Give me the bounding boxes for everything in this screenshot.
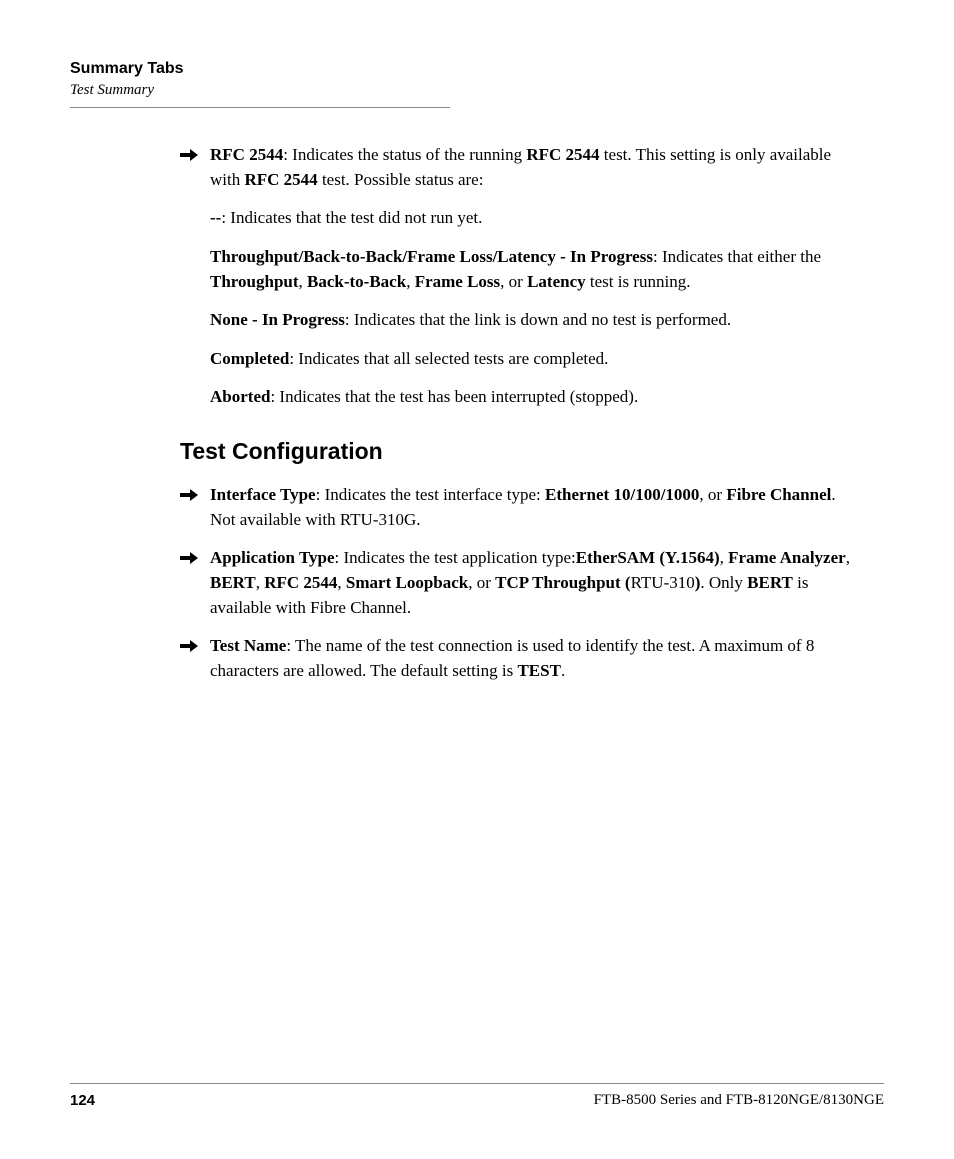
product-name: FTB-8500 Series and FTB-8120NGE/8130NGE — [594, 1092, 884, 1109]
bullet-interface-type: Interface Type: Indicates the test inter… — [180, 483, 864, 532]
page-header: Summary Tabs Test Summary — [70, 60, 884, 108]
bullet-text: Test Name: The name of the test connecti… — [210, 634, 864, 683]
arrow-icon — [180, 546, 210, 620]
footer-row: 124 FTB-8500 Series and FTB-8120NGE/8130… — [70, 1092, 884, 1109]
status-aborted: Aborted: Indicates that the test has bee… — [210, 385, 864, 410]
status-none: None - In Progress: Indicates that the l… — [210, 308, 864, 333]
bullet-text: RFC 2544: Indicates the status of the ru… — [210, 143, 864, 192]
page-number: 124 — [70, 1092, 95, 1109]
bullet-test-name: Test Name: The name of the test connecti… — [180, 634, 864, 683]
header-subtitle: Test Summary — [70, 82, 884, 99]
status-inprogress: Throughput/Back-to-Back/Frame Loss/Laten… — [210, 245, 864, 294]
arrow-icon — [180, 483, 210, 532]
content-area: RFC 2544: Indicates the status of the ru… — [180, 143, 864, 684]
arrow-icon — [180, 143, 210, 192]
section-heading-test-config: Test Configuration — [180, 438, 864, 465]
status-completed: Completed: Indicates that all selected t… — [210, 347, 864, 372]
status-dash: --: Indicates that the test did not run … — [210, 206, 864, 231]
page-footer: 124 FTB-8500 Series and FTB-8120NGE/8130… — [70, 1083, 884, 1109]
bullet-rfc2544: RFC 2544: Indicates the status of the ru… — [180, 143, 864, 192]
header-title: Summary Tabs — [70, 60, 884, 78]
header-rule — [70, 107, 450, 108]
bullet-text: Interface Type: Indicates the test inter… — [210, 483, 864, 532]
arrow-icon — [180, 634, 210, 683]
bullet-application-type: Application Type: Indicates the test app… — [180, 546, 864, 620]
footer-rule — [70, 1083, 884, 1084]
bullet-text: Application Type: Indicates the test app… — [210, 546, 864, 620]
